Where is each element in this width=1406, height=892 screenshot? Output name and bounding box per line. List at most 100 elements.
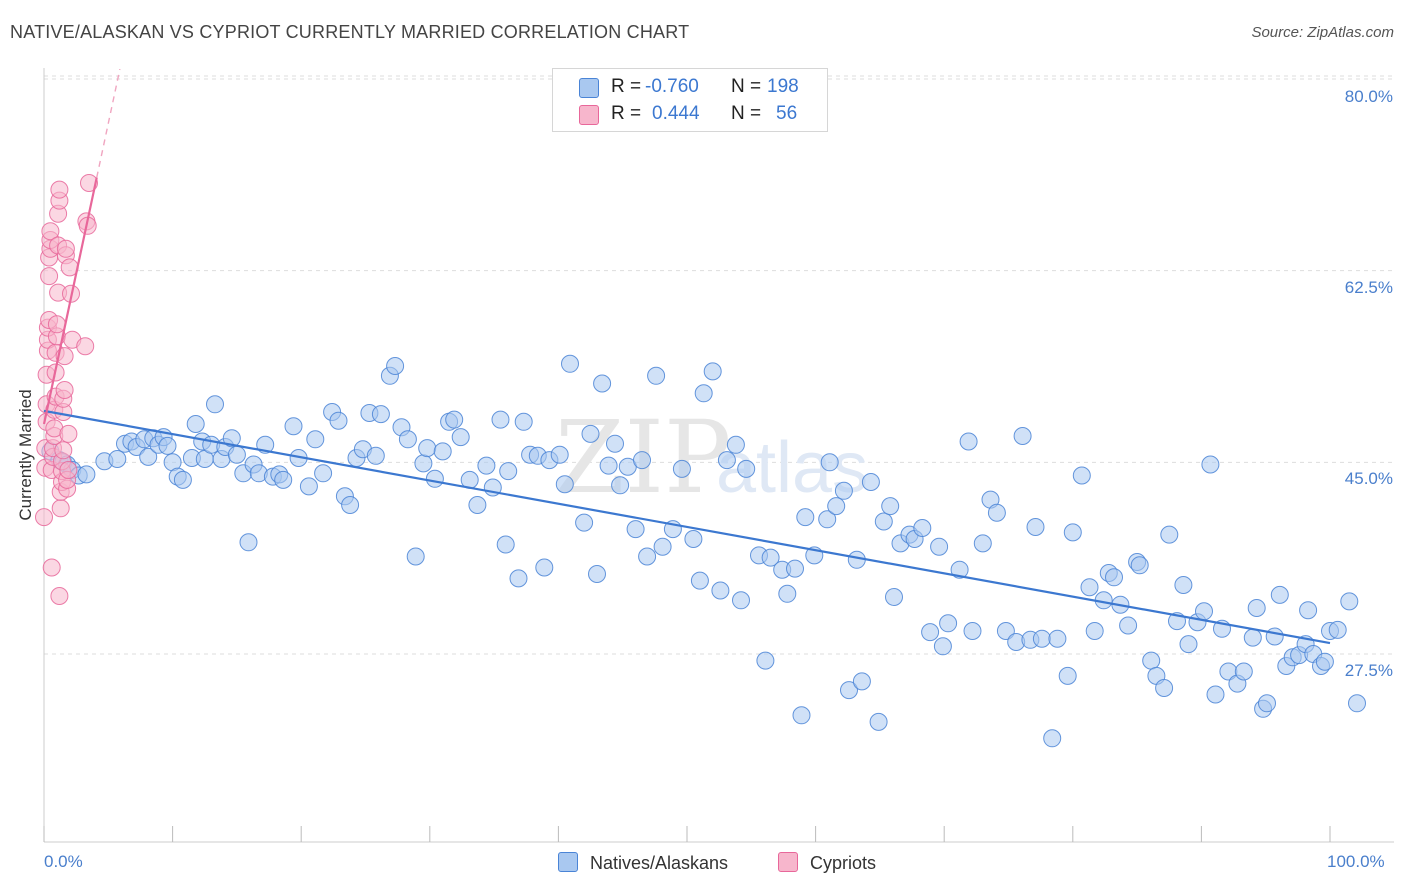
natives-point [496, 535, 515, 554]
legend-n-label: N = [731, 103, 762, 124]
natives-point [433, 442, 452, 461]
natives-point [703, 362, 722, 381]
cypriots-point [59, 424, 78, 443]
natives-point [1206, 685, 1225, 704]
cypriots-trendline [42, 177, 98, 425]
natives-point [274, 470, 293, 489]
natives-point [581, 424, 600, 443]
natives-points [41, 354, 1366, 748]
natives-point [1058, 666, 1077, 685]
natives-point [633, 451, 651, 470]
natives-point [284, 417, 303, 436]
natives-point [647, 366, 666, 385]
natives-point [139, 447, 158, 466]
natives-point [1179, 635, 1198, 654]
natives-point [834, 481, 853, 500]
natives-point [593, 374, 612, 393]
natives-point [77, 465, 96, 484]
natives-point [414, 454, 433, 473]
cypriots-point [76, 337, 95, 356]
natives-point [1072, 466, 1091, 485]
natives-point [1340, 592, 1359, 611]
cypriots-point [35, 508, 53, 527]
cypriots-point [80, 174, 98, 192]
natives-point [535, 558, 554, 577]
natives-point [973, 534, 992, 553]
cypriots-point [51, 499, 70, 518]
natives-point [796, 508, 815, 527]
natives-point [366, 446, 385, 465]
natives-point [792, 706, 811, 725]
cypriots-point [50, 587, 69, 605]
natives-point [550, 445, 569, 464]
natives-point [186, 415, 205, 433]
cypriots-point [56, 239, 75, 258]
correlation-legend: R = -0.760 N = 198 R = 0.444 N = 56 [552, 68, 828, 132]
bottom-swatch-blue [558, 852, 578, 872]
natives-point [445, 410, 464, 429]
natives-point [1174, 576, 1193, 594]
natives-point [606, 434, 624, 453]
legend-n-value: 56 [776, 103, 798, 124]
natives-point [1247, 599, 1266, 617]
natives-point [477, 456, 496, 475]
natives-point [599, 456, 618, 475]
natives-point [732, 591, 750, 610]
natives-point [1243, 628, 1262, 647]
natives-point [371, 405, 390, 424]
watermark: ZIP atlas [555, 399, 868, 516]
natives-point [158, 436, 177, 455]
natives-point [299, 477, 318, 496]
natives-point [694, 384, 713, 403]
natives-point [1048, 629, 1067, 648]
cypriots-point [50, 180, 69, 199]
natives-point [499, 462, 518, 481]
natives-point [840, 681, 858, 700]
natives-point [959, 432, 978, 451]
x-tick-label: 0.0% [44, 852, 83, 871]
natives-point [1013, 427, 1032, 445]
cypriots-point [54, 441, 73, 460]
legend-r-value: -0.760 [645, 76, 699, 97]
natives-point [1080, 578, 1099, 597]
legend-n-value: 198 [767, 76, 799, 97]
natives-point [1328, 620, 1347, 639]
natives-point [950, 560, 969, 579]
legend-r-label: R = [611, 76, 642, 97]
natives-point [173, 470, 192, 489]
natives-point [1258, 694, 1276, 713]
natives-point [1142, 651, 1161, 670]
natives-point [818, 510, 837, 529]
natives-point [1130, 556, 1149, 575]
natives-point [913, 519, 932, 537]
natives-point [108, 450, 127, 468]
natives-point [690, 571, 709, 590]
natives-point [611, 476, 630, 495]
natives-point [418, 439, 437, 458]
source-label: Source: ZipAtlas.com [1251, 24, 1394, 41]
legend-r-label: R = [611, 103, 642, 124]
natives-point [778, 584, 797, 603]
cypriots-point [47, 315, 66, 334]
natives-point [885, 588, 903, 606]
natives-point [717, 451, 736, 470]
natives-point [1155, 679, 1174, 697]
natives-point [1063, 523, 1082, 542]
natives-point [468, 496, 487, 514]
natives-point [930, 537, 949, 556]
natives-point [761, 548, 780, 567]
natives-point [933, 637, 952, 656]
natives-point [491, 410, 510, 429]
natives-point [222, 429, 241, 448]
natives-point [626, 520, 645, 539]
natives-point [329, 411, 348, 430]
bottom-swatch-pink [778, 852, 798, 872]
y-tick-label: 27.5% [1344, 661, 1393, 680]
natives-point [711, 581, 730, 600]
legend-n-label: N = [731, 76, 762, 97]
natives-point [575, 513, 594, 532]
natives-point [820, 453, 839, 472]
y-axis-label: Currently Married [16, 389, 35, 521]
natives-point [861, 473, 880, 491]
